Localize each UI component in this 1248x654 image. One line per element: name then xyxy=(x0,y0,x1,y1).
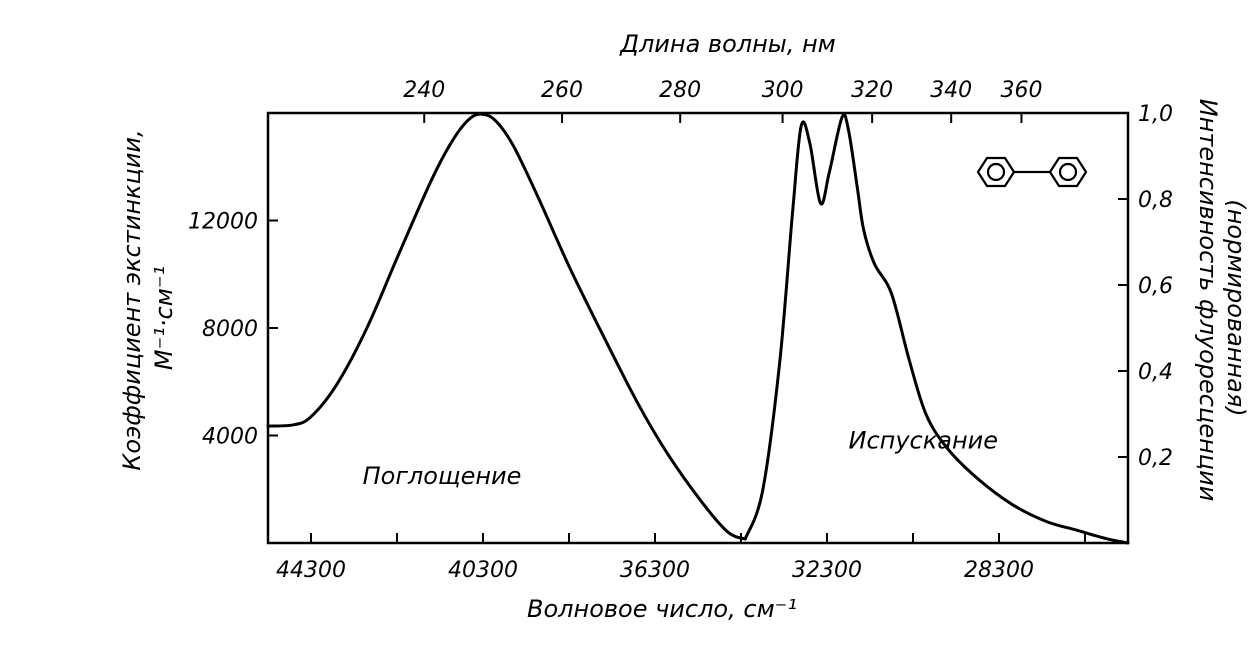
right-tick-label-2: 0,6 xyxy=(1138,274,1173,299)
series-line-1 xyxy=(743,113,1130,545)
left-tick-label-2: 12000 xyxy=(188,210,258,235)
top-tick-label-3: 300 xyxy=(762,78,804,103)
right-axis-title-line1: Интенсивность флуоресценции xyxy=(1194,99,1222,502)
bottom-tick-label-2: 40300 xyxy=(448,558,518,583)
series-layer xyxy=(266,112,1130,545)
top-tick-label-5: 340 xyxy=(930,78,972,103)
annotation-1: Испускание xyxy=(849,426,999,454)
bottom-axis-ticks: 44300 40300 36300 32300 28300 xyxy=(276,533,1086,583)
bottom-tick-label-4: 36300 xyxy=(620,558,690,583)
right-tick-label-4: 1,0 xyxy=(1138,102,1173,127)
top-axis-title: Длина волны, нм xyxy=(619,30,836,58)
left-axis-title-line1: Коэффициент экстинкции, xyxy=(118,129,146,470)
right-tick-label-3: 0,8 xyxy=(1138,188,1173,213)
top-tick-label-2: 280 xyxy=(659,78,701,103)
bottom-axis-title: Волновое число, см⁻¹ xyxy=(527,595,797,623)
top-tick-label-6: 360 xyxy=(1000,78,1042,103)
right-tick-label-0: 0,2 xyxy=(1138,446,1173,471)
biphenyl-structure-icon xyxy=(976,156,1088,188)
bottom-tick-label-6: 32300 xyxy=(792,558,862,583)
right-tick-label-1: 0,4 xyxy=(1138,360,1173,385)
bottom-tick-label-0: 44300 xyxy=(276,558,346,583)
top-axis-ticks: 240 260 280 300 320 340 360 xyxy=(403,78,1042,123)
right-axis-title-line2: (нормированная) xyxy=(1222,199,1248,416)
top-tick-label-4: 320 xyxy=(851,78,893,103)
left-axis-title-line2: М⁻¹·см⁻¹ xyxy=(150,266,178,370)
left-tick-label-1: 8000 xyxy=(202,317,258,342)
annotation-0: Поглощение xyxy=(363,462,522,490)
top-tick-label-1: 260 xyxy=(541,78,583,103)
left-tick-label-0: 4000 xyxy=(202,425,258,450)
series-line-0 xyxy=(266,112,747,541)
top-tick-label-0: 240 xyxy=(403,78,445,103)
annotation-layer: Поглощение Испускание xyxy=(363,426,998,489)
right-axis-ticks: 0,2 0,4 0,6 0,8 1,0 xyxy=(1118,102,1173,471)
left-axis-ticks: 4000 8000 12000 xyxy=(188,210,278,450)
bottom-tick-label-8: 28300 xyxy=(964,558,1034,583)
